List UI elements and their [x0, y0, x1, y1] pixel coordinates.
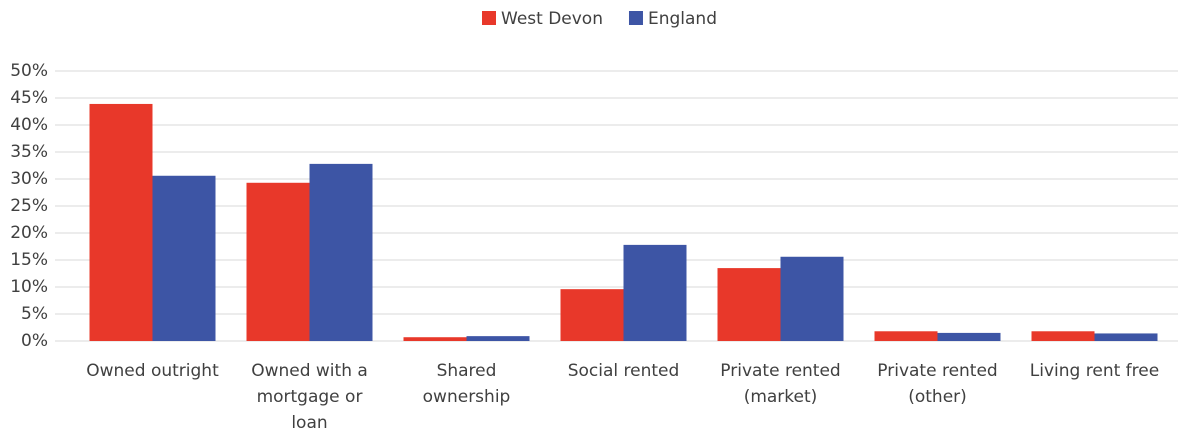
bar [246, 182, 310, 341]
y-tick-label: 35% [10, 142, 48, 162]
y-tick-label: 5% [21, 304, 48, 324]
bar [937, 332, 1001, 341]
y-tick-label: 15% [10, 250, 48, 270]
x-tick-label: Owned with a mortgage or loan [251, 361, 368, 433]
y-tick-label: 30% [10, 169, 48, 189]
y-tick-label: 40% [10, 115, 48, 135]
x-tick-label: Owned outright [86, 361, 219, 381]
bar [780, 256, 844, 341]
legend-label: England [648, 9, 717, 29]
x-tick-label: Shared ownership [423, 361, 511, 407]
y-tick-label: 10% [10, 277, 48, 297]
y-tick-label: 45% [10, 88, 48, 108]
y-tick-label: 20% [10, 223, 48, 243]
bar [1094, 333, 1158, 341]
legend-label: West Devon [501, 9, 603, 29]
bar [717, 268, 781, 341]
legend-swatch [482, 11, 496, 25]
x-tick-label: Social rented [568, 361, 680, 381]
bar [403, 337, 467, 341]
bar [560, 289, 624, 341]
y-tick-label: 0% [21, 331, 48, 351]
bar [152, 175, 216, 341]
bar [466, 336, 530, 341]
bar [874, 331, 938, 341]
legend-swatch [628, 11, 643, 25]
x-tick-label: Living rent free [1030, 361, 1159, 381]
bar [1031, 331, 1095, 341]
x-tick-label: Private rented (other) [877, 361, 997, 407]
y-tick-label: 25% [10, 196, 48, 216]
bar [309, 163, 373, 341]
x-tick-label: Private rented (market) [720, 361, 840, 407]
bar [89, 103, 153, 341]
bar [623, 244, 687, 341]
y-tick-label: 50% [10, 61, 48, 81]
